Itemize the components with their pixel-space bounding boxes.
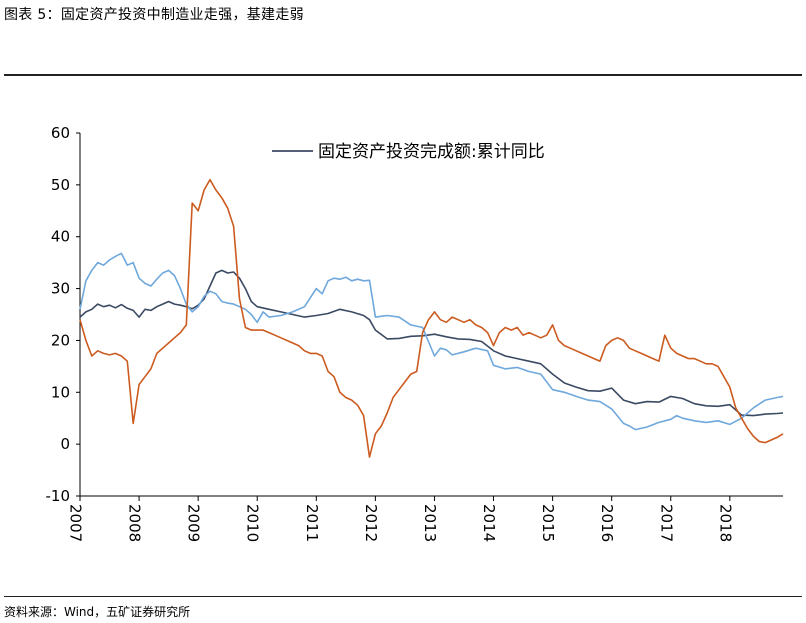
- series-line-3: [79, 178, 784, 458]
- x-tick-label: 2008: [126, 504, 144, 542]
- y-tick-label: 10: [51, 383, 70, 401]
- series-layer: [79, 178, 784, 458]
- figure-title: 图表 5：固定资产投资中制造业走强，基建走弱: [4, 7, 304, 23]
- top-rule: [4, 74, 802, 76]
- axes: -10 0 10 20 30 40 50 60 2007 2008 2009 2010 2011 2012…: [46, 124, 783, 542]
- x-tick-label: 2009: [185, 504, 203, 542]
- legend-label: 固定资产投资完成额:累计同比: [318, 142, 545, 162]
- y-tick-label: 50: [51, 176, 70, 194]
- x-tick-label: 2016: [598, 504, 616, 542]
- x-tick-label: 2018: [716, 504, 734, 542]
- y-tick-label: 60: [51, 124, 70, 142]
- x-tick-label: 2007: [67, 504, 85, 542]
- x-tick-label: 2010: [244, 504, 262, 542]
- series-line-2: [79, 252, 784, 431]
- line-chart: -10 0 10 20 30 40 50 60 2007 2008 2009 2010 2011 2012…: [46, 124, 784, 542]
- source-note: 资料来源：Wind，五矿证券研究所: [4, 605, 191, 619]
- x-tick-label: 2012: [362, 504, 380, 542]
- series-line-1: [79, 269, 784, 417]
- legend: 固定资产投资完成额:累计同比: [272, 142, 545, 162]
- x-tick-label: 2011: [303, 504, 321, 542]
- y-tick-label: 30: [51, 280, 70, 298]
- x-tick-label: 2017: [657, 504, 675, 542]
- y-tick-label: 20: [51, 331, 70, 349]
- y-tick-label: -10: [46, 487, 71, 505]
- y-tick-label: 40: [51, 228, 70, 246]
- bottom-rule: [4, 596, 802, 597]
- y-tick-label: 0: [60, 435, 70, 453]
- x-tick-label: 2013: [421, 504, 439, 542]
- x-tick-label: 2014: [480, 504, 498, 542]
- x-tick-label: 2015: [539, 504, 557, 542]
